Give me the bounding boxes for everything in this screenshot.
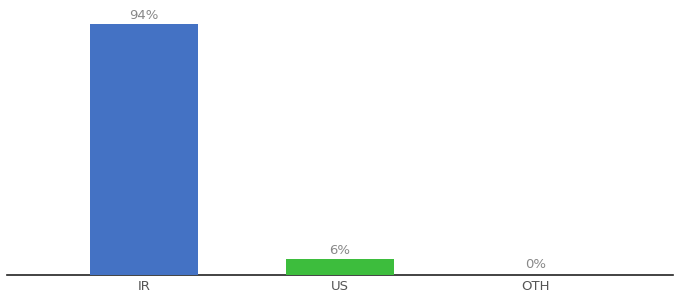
- Bar: [286, 259, 394, 275]
- Bar: [90, 24, 198, 275]
- Text: 94%: 94%: [129, 9, 158, 22]
- Text: 6%: 6%: [330, 244, 350, 256]
- Text: 0%: 0%: [526, 258, 547, 271]
